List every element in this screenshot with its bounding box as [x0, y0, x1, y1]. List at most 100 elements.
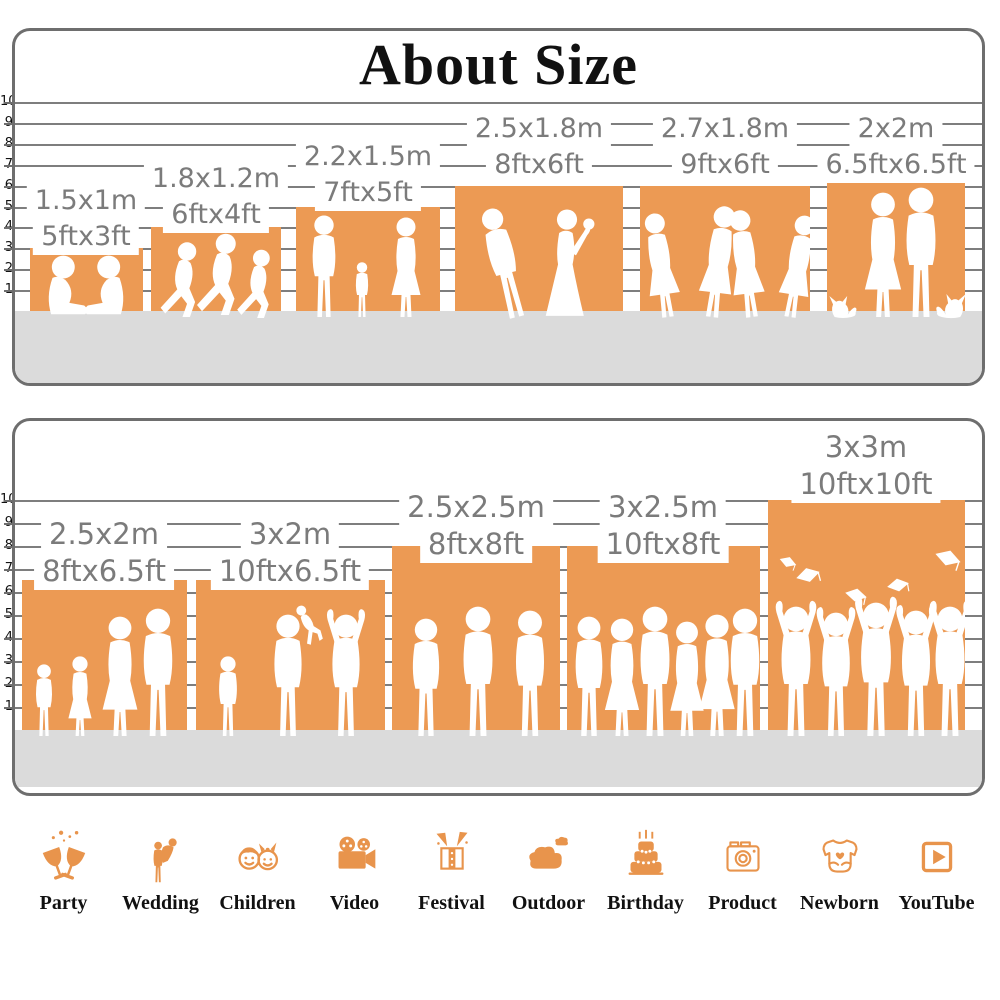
category-festival: Festival: [403, 826, 500, 956]
page-title: About Size: [358, 32, 639, 97]
category-label: Festival: [418, 892, 485, 914]
size-metric: 3x2.5m: [600, 489, 726, 526]
silhouette-party-dancers: [640, 204, 810, 320]
scale-tick: [4, 546, 15, 548]
scale-number: 8: [0, 538, 13, 554]
size-imperial: 9ftx6ft: [672, 147, 778, 183]
category-label: Product: [708, 892, 777, 914]
size-block-7ftx5ft: [296, 207, 440, 317]
size-label: 3x2m 10ftx6.5ft: [210, 516, 370, 590]
size-block-6ftx4ft: [151, 227, 281, 318]
scale-tick: [4, 500, 15, 502]
size-label: 3x2.5m 10ftx8ft: [597, 489, 729, 563]
wedding-icon: [153, 838, 177, 883]
scale-number: 9: [0, 515, 13, 531]
size-block-6.5ftx6.5ft: [827, 175, 965, 319]
size-imperial: 10ftx10ft: [791, 466, 941, 503]
scale-number: 6: [0, 584, 13, 600]
size-label: 2.5x1.8m 8ftx6ft: [466, 111, 612, 183]
size-metric: 2.5x2.5m: [399, 489, 553, 526]
size-block-10ftx6.5ft: [196, 580, 385, 736]
size-label: 1.5x1m 5ftx3ft: [26, 183, 146, 255]
scale-tick: [4, 638, 15, 640]
scale-tick: [4, 523, 15, 525]
silhouette-children-running: [160, 233, 270, 318]
category-wedding: Wedding: [112, 826, 209, 956]
size-panel-bottom: 2.5x2m 8ftx6.5ft 3x2m 10ftx6.5ft 2.5x2.5…: [12, 418, 985, 796]
scale-tick: [4, 615, 15, 617]
scale-number: 4: [0, 630, 13, 646]
product-icon: [725, 841, 760, 872]
silhouette-wedding-couple: [477, 205, 595, 321]
size-imperial: 5ftx3ft: [33, 219, 139, 255]
silhouette-group-crowd: [575, 606, 760, 736]
scale-tick: [4, 684, 15, 686]
scale-number: 2: [0, 676, 13, 692]
ground-strip: [15, 311, 982, 383]
scale-tick: [4, 707, 15, 709]
size-block-5ftx3ft: [30, 248, 143, 315]
category-label: YouTube: [898, 892, 975, 914]
size-label: 2.7x1.8m 9ftx6ft: [652, 111, 798, 183]
category-youtube: YouTube: [888, 826, 985, 956]
size-metric: 3x2m: [240, 516, 340, 553]
category-label: Children: [219, 892, 296, 914]
category-video: Video: [306, 826, 403, 956]
size-label: 2.5x2.5m 8ftx8ft: [399, 489, 553, 563]
category-children: Children: [209, 826, 306, 956]
size-label: 1.8x1.2m 6ftx4ft: [143, 161, 289, 233]
newborn-icon: [821, 839, 858, 873]
party-icon: [42, 830, 85, 880]
scale-number: 6: [0, 178, 13, 194]
scale-number: 7: [0, 561, 13, 577]
category-outdoor: Outdoor: [500, 826, 597, 956]
size-block-9ftx6ft: [640, 186, 810, 320]
size-metric: 2.5x1.8m: [466, 111, 612, 147]
scale-tick: [4, 248, 15, 250]
category-newborn: Newborn: [791, 826, 888, 956]
size-metric: 2.7x1.8m: [652, 111, 798, 147]
scale-number: 5: [0, 199, 13, 215]
scale-number: 7: [0, 157, 13, 173]
scale-number: 1: [0, 699, 13, 715]
size-imperial: 6ftx4ft: [163, 197, 269, 233]
silhouette-family-of-four: [35, 608, 173, 736]
silhouette-parents-lifting-child: [219, 603, 385, 736]
outdoor-icon: [528, 836, 568, 869]
silhouette-graduation-crowd: [768, 546, 965, 740]
category-label: Outdoor: [511, 892, 586, 914]
category-row: Party Wedding: [15, 826, 985, 956]
birthday-icon: [628, 829, 663, 875]
size-block-10ftx8ft: [567, 546, 760, 736]
grid-line: [15, 102, 982, 104]
children-icon: [237, 842, 278, 871]
size-metric: 2.2x1.5m: [295, 139, 441, 175]
scale-number: 8: [0, 136, 13, 152]
category-birthday: Birthday: [597, 826, 694, 956]
category-party: Party: [15, 826, 112, 956]
festival-icon: [436, 831, 468, 870]
scale-tick: [4, 144, 15, 146]
scale-number: 3: [0, 240, 13, 256]
scale-tick: [4, 592, 15, 594]
scale-number: 2: [0, 261, 13, 277]
size-block-10ftx10ft: [768, 500, 965, 730]
category-product: Product: [694, 826, 791, 956]
size-metric: 3x3m: [816, 429, 916, 466]
silhouette-couple-with-dogs: [829, 187, 965, 319]
category-label: Video: [329, 892, 380, 914]
category-label: Birthday: [607, 892, 684, 914]
size-imperial: 7ftx5ft: [315, 175, 421, 211]
size-metric: 1.8x1.2m: [143, 161, 289, 197]
category-label: Wedding: [122, 892, 199, 914]
size-block-8ftx6.5ft: [22, 580, 187, 736]
size-metric: 2x2m: [849, 111, 943, 147]
scale-tick: [4, 290, 15, 292]
scale-number: 3: [0, 653, 13, 669]
size-label: 2.2x1.5m 7ftx5ft: [295, 139, 441, 211]
size-label: 2.5x2m 8ftx6.5ft: [34, 516, 174, 590]
scale-tick: [4, 207, 15, 209]
scale-number: 9: [0, 115, 13, 131]
size-imperial: 8ftx6ft: [486, 147, 592, 183]
